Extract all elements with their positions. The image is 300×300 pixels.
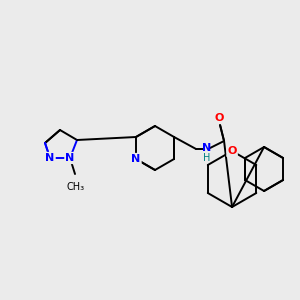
Text: N: N [131, 154, 141, 164]
Text: N: N [45, 153, 55, 163]
Text: CH₃: CH₃ [67, 182, 85, 192]
Text: N: N [202, 143, 212, 153]
Text: O: O [227, 146, 237, 156]
Text: O: O [214, 113, 224, 123]
Text: H: H [203, 153, 211, 163]
Text: N: N [65, 153, 75, 163]
